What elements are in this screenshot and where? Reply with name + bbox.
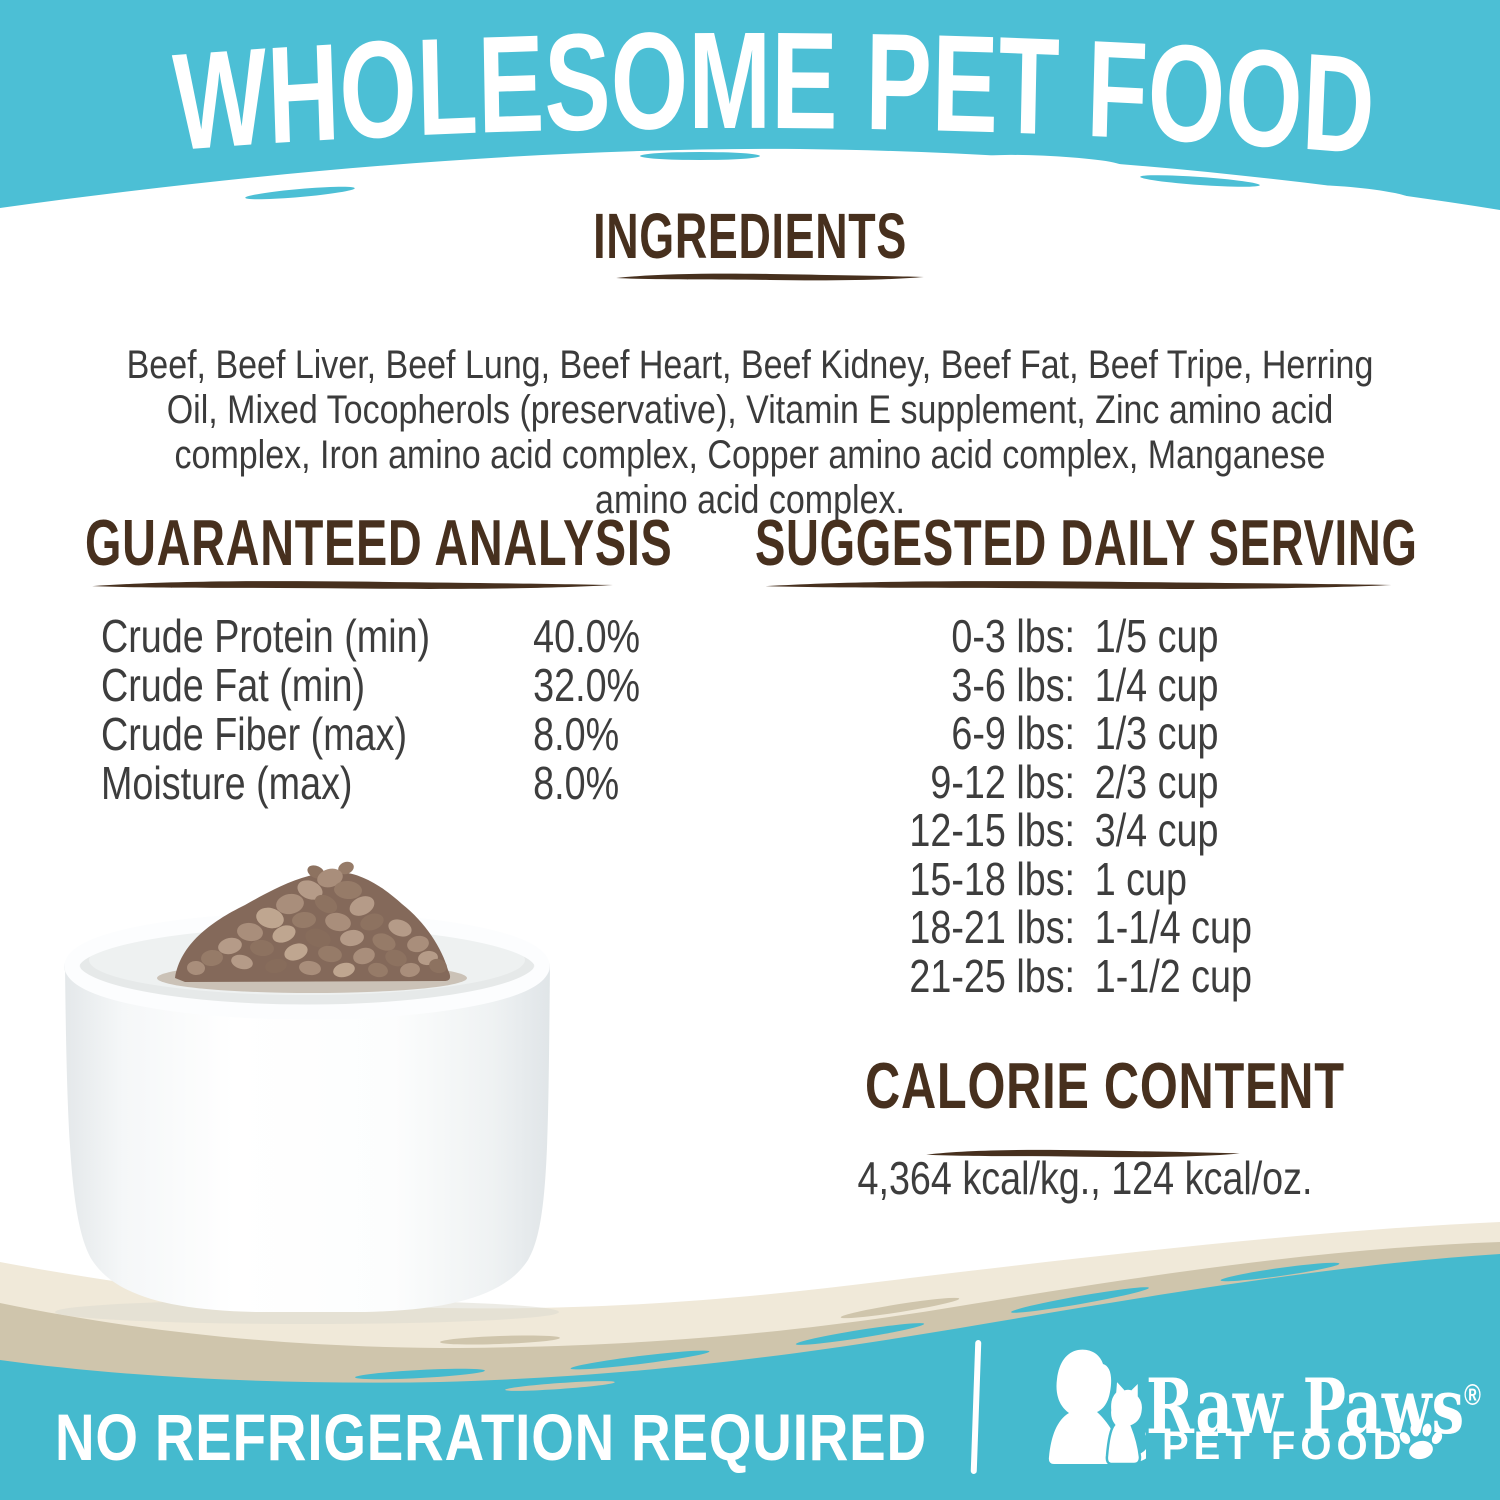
brush-texture: [795, 1323, 925, 1345]
table-row: 12-15 lbs: 3/4 cup: [770, 806, 1500, 855]
serving-amount: 1-1/2 cup: [1094, 949, 1252, 1002]
brush-texture: [1140, 175, 1260, 187]
analysis-label: Crude Fiber (max): [101, 708, 408, 760]
no-refrigeration-claim: NO REFRIGERATION REQUIRED: [55, 1400, 927, 1474]
weight-range: 18-21 lbs:: [909, 901, 1076, 953]
table-row: 15-18 lbs: 1 cup: [770, 852, 1500, 905]
brush-texture: [640, 152, 760, 160]
paw-print-icon: [1399, 1423, 1443, 1460]
brush-texture: [1011, 1287, 1149, 1313]
daily-serving-heading: SUGGESTED DAILY SERVING: [755, 506, 1418, 579]
brush-texture: [1220, 1262, 1340, 1282]
table-row: Crude Fiber (max) 8.0%: [101, 710, 724, 759]
table-row: Moisture (max) 8.0%: [101, 759, 724, 808]
table-row: 0-3 lbs: 1/5 cup: [770, 612, 1500, 661]
food-bowl-image: [55, 861, 559, 1324]
registered-trademark-symbol: ®: [1464, 1379, 1481, 1412]
dog-cat-silhouette-icon: [1048, 1349, 1146, 1466]
brush-underline: [92, 581, 613, 589]
weight-range: 6-9 lbs:: [951, 707, 1076, 759]
weight-range: 0-3 lbs:: [951, 610, 1076, 662]
brush-texture: [570, 1350, 710, 1370]
serving-amount: 1/3 cup: [1094, 707, 1219, 759]
brush-texture: [978, 154, 1122, 170]
brush-texture: [408, 162, 552, 178]
serving-amount: 2/3 cup: [1094, 755, 1219, 808]
analysis-value: 32.0%: [533, 659, 641, 711]
kibble-pile: [157, 861, 467, 993]
weight-range: 12-15 lbs:: [909, 804, 1076, 856]
guaranteed-analysis-heading: GUARANTEED ANALYSIS: [85, 506, 673, 579]
guaranteed-analysis-table: Crude Protein (min) 40.0% Crude Fat (min…: [101, 612, 724, 808]
table-row: 21-25 lbs: 1-1/2 cup: [770, 949, 1500, 1002]
weight-range: 9-12 lbs:: [930, 755, 1076, 808]
analysis-label: Crude Protein (min): [101, 610, 431, 662]
serving-amount: 1/4 cup: [1094, 658, 1219, 711]
brand-subtitle: PET FOOD: [1162, 1424, 1407, 1468]
analysis-value: 8.0%: [533, 757, 620, 809]
ingredients-text: Beef, Beef Liver, Beef Lung, Beef Heart,…: [126, 343, 1374, 522]
brush-underline: [926, 1149, 1240, 1158]
table-row: Crude Protein (min) 40.0%: [101, 612, 724, 661]
calorie-content-heading: CALORIE CONTENT: [865, 1049, 1345, 1122]
analysis-value: 8.0%: [533, 708, 620, 760]
serving-amount: 1-1/4 cup: [1094, 901, 1252, 953]
serving-amount: 1/5 cup: [1094, 610, 1219, 662]
brush-texture: [355, 1368, 485, 1380]
table-row: Crude Fat (min) 32.0%: [101, 661, 724, 710]
brush-texture: [505, 1381, 615, 1391]
serving-amount: 1 cup: [1094, 852, 1187, 905]
brush-underline: [765, 581, 1392, 589]
table-row: 18-21 lbs: 1-1/4 cup: [770, 903, 1500, 952]
weight-range: 21-25 lbs:: [909, 949, 1076, 1002]
table-row: 6-9 lbs: 1/3 cup: [770, 709, 1500, 758]
analysis-value: 40.0%: [533, 610, 641, 662]
analysis-label: Moisture (max): [101, 757, 353, 809]
brush-texture: [245, 186, 355, 200]
ingredients-heading: INGREDIENTS: [593, 200, 907, 272]
brush-texture: [440, 1335, 560, 1345]
bowl-body: [65, 967, 550, 1312]
banner-brush-shape: [0, 0, 1500, 210]
table-row: 9-12 lbs: 2/3 cup: [770, 755, 1500, 808]
daily-serving-table: 0-3 lbs: 1/5 cup 3-6 lbs: 1/4 cup 6-9 lb…: [770, 612, 1500, 1000]
weight-range: 3-6 lbs:: [951, 658, 1076, 711]
brush-texture: [840, 1297, 960, 1319]
brush-texture: [1288, 185, 1412, 203]
header-banner: WHOLESOME PET FOOD: [0, 0, 1500, 216]
weight-range: 15-18 lbs:: [909, 852, 1076, 905]
brush-texture: [108, 196, 232, 216]
analysis-label: Crude Fat (min): [101, 659, 366, 711]
table-row: 3-6 lbs: 1/4 cup: [770, 658, 1500, 711]
serving-amount: 3/4 cup: [1094, 804, 1219, 856]
brush-underline: [616, 273, 924, 281]
calorie-content-text: 4,364 kcal/kg., 124 kcal/oz.: [857, 1152, 1313, 1204]
page-title: WHOLESOME PET FOOD: [171, 4, 1378, 184]
